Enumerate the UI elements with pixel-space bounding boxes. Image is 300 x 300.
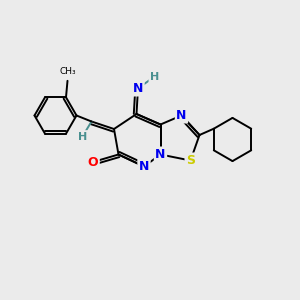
Text: S: S bbox=[186, 154, 195, 167]
Text: O: O bbox=[88, 155, 98, 169]
Text: H: H bbox=[78, 131, 87, 142]
Text: N: N bbox=[133, 82, 143, 95]
Text: H: H bbox=[150, 71, 159, 82]
Text: N: N bbox=[139, 160, 149, 173]
Text: N: N bbox=[155, 148, 166, 161]
Text: CH₃: CH₃ bbox=[59, 67, 76, 76]
Text: N: N bbox=[176, 109, 187, 122]
